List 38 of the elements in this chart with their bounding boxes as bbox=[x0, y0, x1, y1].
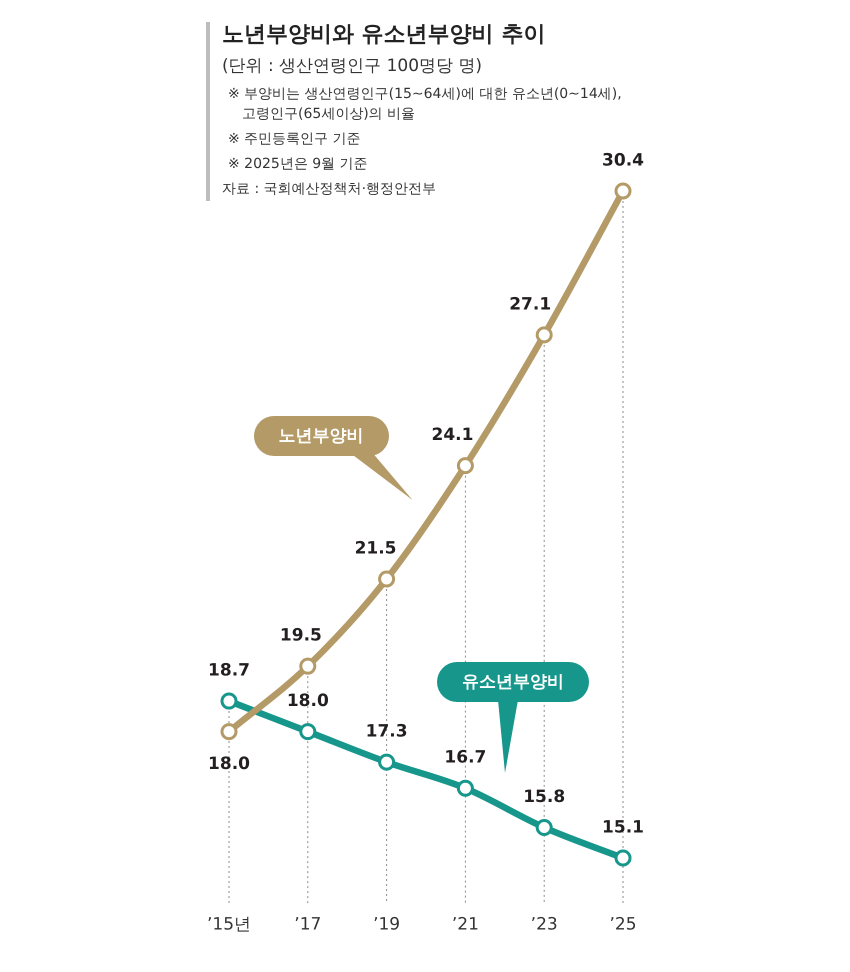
data-label: 18.7 bbox=[208, 660, 250, 680]
x-tick-label: ’19 bbox=[373, 914, 400, 935]
x-tick-label: ’23 bbox=[530, 914, 558, 935]
point bbox=[299, 658, 316, 675]
data-label: 17.3 bbox=[366, 722, 408, 742]
text: ※ 2025년은 9월 기준 bbox=[228, 156, 368, 172]
point bbox=[456, 780, 474, 797]
point bbox=[220, 723, 238, 740]
point bbox=[614, 850, 632, 866]
chart-title: 노년부양비와 유소년부양비 추이 bbox=[222, 21, 546, 49]
text: ※ 주민등록인구 기준 bbox=[227, 130, 362, 149]
text: 노년부양비 bbox=[278, 425, 364, 448]
text: ※ 부양비는 생산연령인구(15~64세)에 대한 유소년(0~14세), 고령인구(65세이상)의 비율 bbox=[227, 85, 623, 124]
chart-subtitle: (단위 : 생산연령인구 100명당 명) bbox=[222, 55, 484, 78]
point bbox=[378, 754, 396, 771]
data-label: 16.7 bbox=[444, 748, 486, 768]
point bbox=[536, 326, 553, 344]
data-label: 21.5 bbox=[354, 538, 397, 558]
x-tick-label: ’25 bbox=[609, 914, 637, 935]
data-label: 15.8 bbox=[523, 786, 566, 807]
data-label: 24.1 bbox=[432, 425, 474, 446]
point bbox=[614, 182, 632, 200]
x-tick-label: ’15년 bbox=[206, 914, 252, 935]
data-label: 18.0 bbox=[208, 754, 250, 774]
data-label: 15.1 bbox=[602, 817, 644, 838]
data-label: 18.0 bbox=[286, 690, 329, 711]
point bbox=[536, 818, 553, 836]
text: 유소년부양비 bbox=[461, 671, 565, 694]
data-label: 30.4 bbox=[602, 150, 644, 170]
point bbox=[299, 723, 316, 740]
point bbox=[378, 570, 396, 588]
data-label: 19.5 bbox=[280, 626, 322, 646]
data-label: 27.1 bbox=[509, 294, 552, 314]
annotation: 자료 : 국회예산정책처·행정안전부 bbox=[222, 180, 438, 199]
x-tick-label: ’21 bbox=[452, 914, 479, 935]
point bbox=[220, 692, 238, 710]
x-tick-label: ’17 bbox=[294, 914, 322, 935]
point bbox=[456, 457, 474, 474]
